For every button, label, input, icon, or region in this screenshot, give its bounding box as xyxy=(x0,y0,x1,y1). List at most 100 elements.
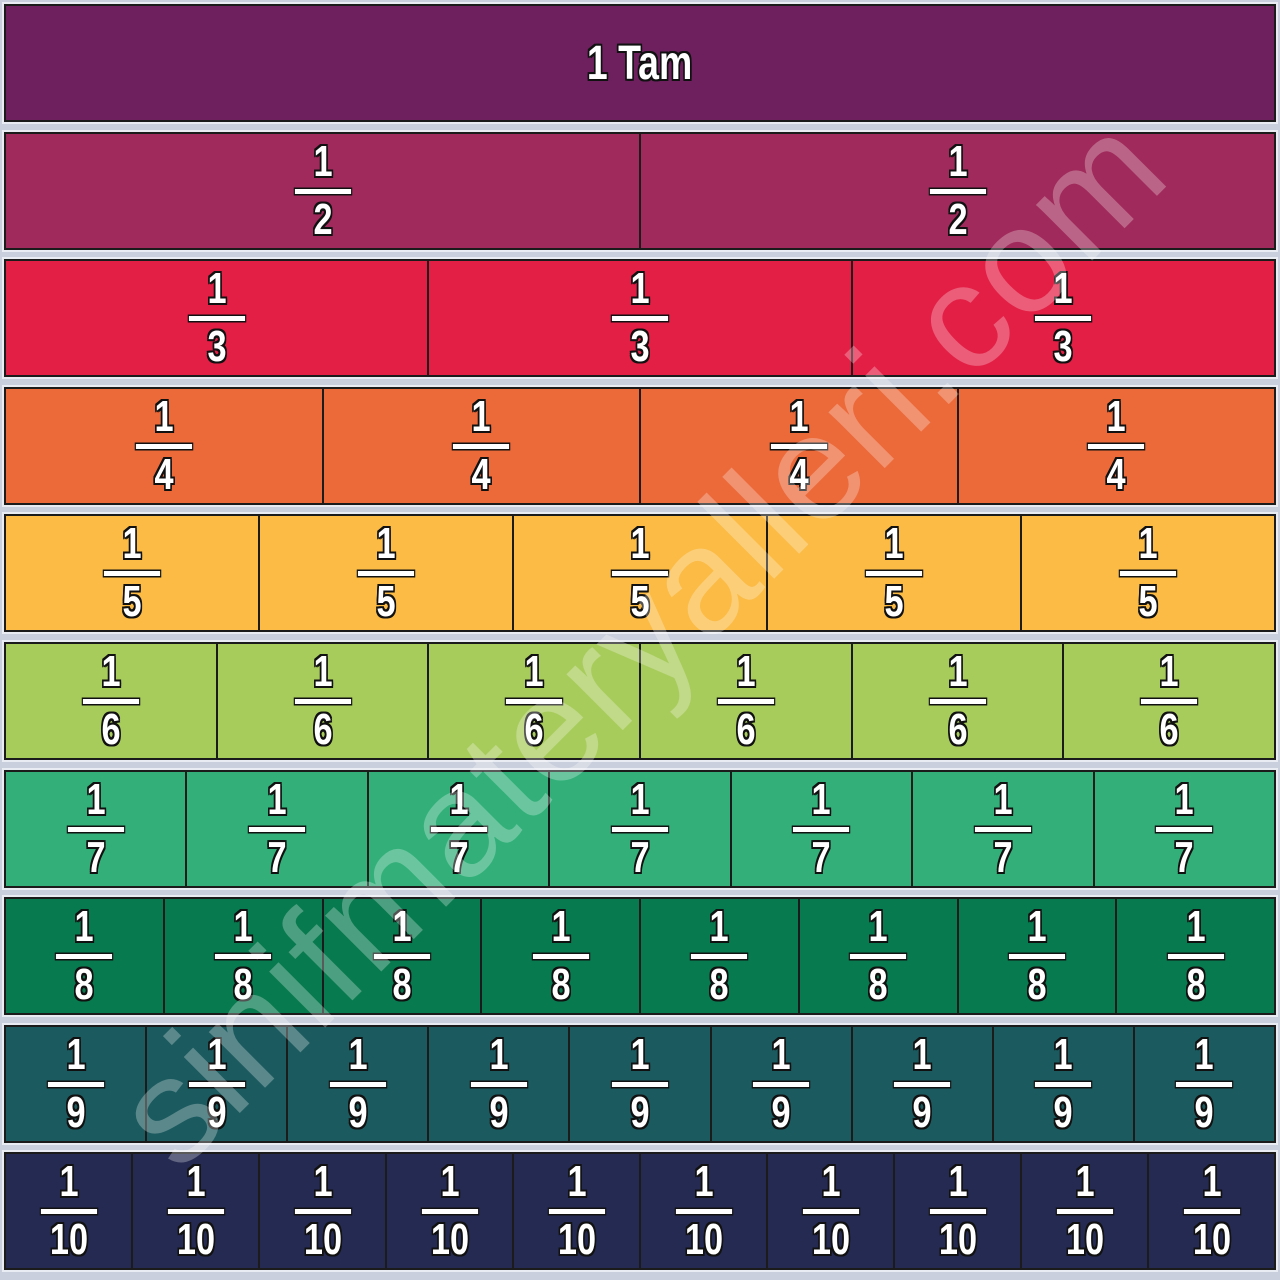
fraction-bar xyxy=(430,826,487,832)
numerator: 1 xyxy=(1159,647,1179,696)
denominator: 5 xyxy=(122,577,142,627)
numerator: 1 xyxy=(312,647,333,696)
numerator: 1 xyxy=(154,391,174,441)
fraction-cell: 1 10 xyxy=(1020,1154,1147,1269)
denominator: 2 xyxy=(947,194,968,244)
denominator: 6 xyxy=(524,705,544,754)
denominator: 9 xyxy=(1053,1087,1073,1137)
denominator: 7 xyxy=(630,832,650,882)
fraction-bar xyxy=(1176,1081,1233,1087)
numerator: 1 xyxy=(1053,1029,1073,1079)
numerator: 1 xyxy=(630,1029,650,1079)
numerator: 1 xyxy=(947,136,968,186)
fraction-bar xyxy=(249,826,306,832)
fraction-label: 1 10 xyxy=(294,1159,351,1263)
denominator: 6 xyxy=(101,705,121,754)
fraction-cell: 1 10 xyxy=(512,1154,639,1269)
numerator: 1 xyxy=(1027,902,1047,952)
fraction-bar xyxy=(329,1081,386,1087)
fraction-bar xyxy=(753,1081,810,1087)
fraction-cell: 1 10 xyxy=(766,1154,893,1269)
denominator: 10 xyxy=(176,1215,215,1265)
numerator: 1 xyxy=(376,519,396,569)
numerator: 1 xyxy=(771,1029,791,1079)
fraction-bar xyxy=(357,571,415,577)
numerator: 1 xyxy=(566,1157,587,1207)
numerator: 1 xyxy=(947,647,968,696)
denominator: 6 xyxy=(312,705,333,754)
denominator: 9 xyxy=(65,1087,86,1137)
denominator: 10 xyxy=(1065,1215,1104,1265)
fraction-bar xyxy=(611,316,669,322)
numerator: 1 xyxy=(912,1029,932,1079)
fraction-label: 1 10 xyxy=(929,1159,986,1263)
fraction-bar xyxy=(802,1209,859,1215)
denominator: 5 xyxy=(1138,577,1158,627)
numerator: 1 xyxy=(267,774,287,824)
fraction-bar xyxy=(532,954,589,960)
denominator: 3 xyxy=(1053,322,1073,372)
fraction-bar xyxy=(1156,826,1213,832)
fraction-bar xyxy=(103,571,161,577)
denominator: 3 xyxy=(630,322,650,372)
denominator: 9 xyxy=(1194,1087,1214,1137)
numerator: 1 xyxy=(551,902,571,952)
fraction-bar xyxy=(1183,1209,1240,1215)
denominator: 7 xyxy=(448,832,469,882)
numerator: 1 xyxy=(811,774,831,824)
denominator: 6 xyxy=(736,705,756,754)
fraction-bar xyxy=(548,1209,605,1215)
fraction-cell: 1 10 xyxy=(6,1154,131,1268)
numerator: 1 xyxy=(709,902,729,952)
numerator: 1 xyxy=(74,902,94,952)
denominator: 4 xyxy=(471,449,491,499)
numerator: 1 xyxy=(86,774,106,824)
fraction-bar xyxy=(470,1081,527,1087)
numerator: 1 xyxy=(630,774,650,824)
fraction-bar xyxy=(1141,699,1198,704)
denominator: 7 xyxy=(267,832,287,882)
fraction-label: 1 10 xyxy=(802,1159,859,1263)
fraction-bar xyxy=(929,188,986,194)
fraction-label: 1 10 xyxy=(421,1159,478,1263)
denominator: 7 xyxy=(1174,832,1194,882)
fraction-bar xyxy=(294,188,351,194)
numerator: 1 xyxy=(471,391,491,441)
fraction-bar xyxy=(865,571,923,577)
fraction-bar xyxy=(675,1209,732,1215)
